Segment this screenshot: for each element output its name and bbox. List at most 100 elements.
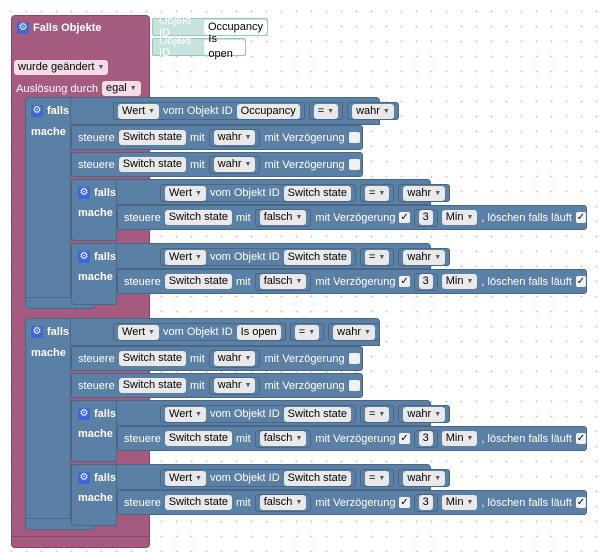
compare-value[interactable]: wahr ▼ [398, 405, 451, 423]
control-block[interactable]: steuere Switch state mit wahr ▼ mit Verzögeru… [71, 373, 363, 398]
object-id-field[interactable]: Switch state [283, 470, 351, 486]
gear-icon[interactable]: ⚙ [78, 408, 90, 420]
compare-op[interactable]: = ▼ [308, 102, 344, 120]
operator-dropdown[interactable]: = ▼ [364, 470, 390, 486]
checkbox[interactable] [348, 353, 360, 364]
gear-icon[interactable]: ⚙ [78, 472, 90, 484]
object-id-field[interactable]: Is open [204, 33, 245, 60]
checkbox[interactable]: ✓ [575, 433, 586, 444]
trigger-by-dropdown[interactable]: egal ▼ [101, 81, 141, 96]
checkbox[interactable]: ✓ [575, 497, 586, 508]
value-dropdown[interactable]: wahr ▼ [403, 406, 446, 422]
value-of-object[interactable]: Wert ▼ vom Objekt ID Switch state [160, 469, 356, 487]
control-block[interactable]: steuere Switch state mit falsch ▼ mit Verzöge… [117, 490, 587, 515]
operator-dropdown[interactable]: = ▼ [364, 185, 390, 201]
gear-icon[interactable]: ⚙ [78, 251, 90, 263]
compare-value[interactable]: wahr ▼ [328, 323, 380, 341]
value-of-object[interactable]: Wert ▼ vom Objekt ID Switch state [160, 248, 356, 266]
field-dropdown[interactable]: Wert ▼ [165, 406, 206, 422]
value-dropdown[interactable]: wahr ▼ [213, 351, 256, 366]
compare-value[interactable]: wahr ▼ [398, 469, 451, 487]
checkbox[interactable]: ✓ [399, 433, 410, 444]
compare-op[interactable]: = ▼ [359, 405, 395, 423]
control-block[interactable]: steuere Switch state mit falsch ▼ mit Verzöge… [117, 269, 587, 294]
delay-amount-field[interactable]: 3 [418, 431, 433, 446]
checkbox[interactable]: ✓ [399, 212, 410, 223]
value-dropdown[interactable]: falsch ▼ [259, 210, 307, 225]
checkbox[interactable]: ✓ [399, 276, 410, 287]
checkbox[interactable] [348, 159, 360, 170]
value-socket[interactable]: wahr ▼ [208, 128, 261, 147]
unit-dropdown[interactable]: Min ▼ [441, 210, 478, 225]
value-socket[interactable]: wahr ▼ [208, 155, 261, 174]
gear-icon[interactable]: ⚙ [17, 22, 29, 34]
control-block[interactable]: steuere Switch state mit wahr ▼ mit Verzögeru… [71, 125, 363, 150]
field-dropdown[interactable]: Wert ▼ [165, 249, 206, 265]
trigger-dropdown[interactable]: wurde geändert ▼ [14, 60, 109, 75]
delay-amount[interactable]: 3 [413, 493, 438, 512]
value-socket[interactable]: wahr ▼ [208, 349, 261, 368]
value-socket[interactable]: falsch ▼ [254, 272, 312, 291]
object-id-field[interactable]: Switch state [164, 274, 233, 289]
value-dropdown[interactable]: wahr ▼ [403, 470, 446, 486]
value-of-object[interactable]: Wert ▼ vom Objekt ID Occupancy [113, 102, 305, 120]
control-block[interactable]: steuere Switch state mit wahr ▼ mit Verzögeru… [71, 152, 363, 177]
checkbox[interactable]: ✓ [575, 276, 586, 287]
object-id-field[interactable]: Switch state [164, 210, 233, 225]
object-socket-1[interactable]: Objekt ID Occupancy [152, 15, 268, 39]
field-dropdown[interactable]: Wert ▼ [118, 324, 159, 340]
object-id-field[interactable]: Switch state [283, 406, 351, 422]
value-dropdown[interactable]: falsch ▼ [259, 495, 307, 510]
object-id-field[interactable]: Is open [236, 324, 281, 340]
object-id-field[interactable]: Switch state [283, 249, 351, 265]
unit-dropdown[interactable]: Min ▼ [441, 274, 478, 289]
value-dropdown[interactable]: falsch ▼ [259, 431, 307, 446]
value-dropdown[interactable]: falsch ▼ [259, 274, 307, 289]
gear-icon[interactable]: ⚙ [31, 105, 43, 117]
delay-amount[interactable]: 3 [413, 272, 438, 291]
value-of-object[interactable]: Wert ▼ vom Objekt ID Switch state [160, 184, 356, 202]
value-dropdown[interactable]: wahr ▼ [352, 103, 394, 119]
object-id-field[interactable]: Occupancy [236, 103, 300, 119]
delay-amount-field[interactable]: 3 [418, 274, 433, 289]
value-socket[interactable]: wahr ▼ [208, 376, 261, 395]
gear-icon[interactable]: ⚙ [31, 326, 43, 338]
object-id-field[interactable]: Switch state [164, 431, 233, 446]
value-dropdown[interactable]: wahr ▼ [403, 249, 446, 265]
field-dropdown[interactable]: Wert ▼ [165, 470, 206, 486]
compare-value[interactable]: wahr ▼ [398, 248, 451, 266]
value-dropdown[interactable]: wahr ▼ [213, 130, 256, 145]
value-dropdown[interactable]: wahr ▼ [213, 378, 256, 393]
checkbox[interactable] [348, 380, 360, 391]
value-socket[interactable]: falsch ▼ [254, 493, 312, 512]
operator-dropdown[interactable]: = ▼ [364, 249, 390, 265]
object-id-field[interactable]: Occupancy [203, 19, 267, 35]
value-dropdown[interactable]: wahr ▼ [403, 185, 446, 201]
checkbox[interactable]: ✓ [575, 212, 586, 223]
operator-dropdown[interactable]: = ▼ [294, 324, 320, 340]
gear-icon[interactable]: ⚙ [78, 187, 90, 199]
object-id-field[interactable]: Switch state [118, 157, 187, 172]
checkbox[interactable]: ✓ [399, 497, 410, 508]
compare-op[interactable]: = ▼ [359, 184, 395, 202]
object-id-field[interactable]: Switch state [164, 495, 233, 510]
value-of-object[interactable]: Wert ▼ vom Objekt ID Is open [113, 323, 286, 341]
delay-amount-field[interactable]: 3 [418, 210, 433, 225]
compare-op[interactable]: = ▼ [359, 248, 395, 266]
value-dropdown[interactable]: wahr ▼ [333, 324, 375, 340]
field-dropdown[interactable]: Wert ▼ [118, 103, 159, 119]
control-block[interactable]: steuere Switch state mit falsch ▼ mit Verzöge… [117, 426, 587, 451]
operator-dropdown[interactable]: = ▼ [364, 406, 390, 422]
delay-amount[interactable]: 3 [413, 429, 438, 448]
object-id-field[interactable]: Switch state [118, 378, 187, 393]
object-id-field[interactable]: Switch state [283, 185, 351, 201]
unit-dropdown[interactable]: Min ▼ [441, 431, 478, 446]
value-dropdown[interactable]: wahr ▼ [213, 157, 256, 172]
unit-dropdown[interactable]: Min ▼ [441, 495, 478, 510]
value-socket[interactable]: falsch ▼ [254, 208, 312, 227]
compare-op[interactable]: = ▼ [289, 323, 325, 341]
compare-value[interactable]: wahr ▼ [398, 184, 451, 202]
control-block[interactable]: steuere Switch state mit wahr ▼ mit Verzögeru… [71, 346, 363, 371]
object-id-field[interactable]: Switch state [118, 351, 187, 366]
operator-dropdown[interactable]: = ▼ [313, 103, 339, 119]
